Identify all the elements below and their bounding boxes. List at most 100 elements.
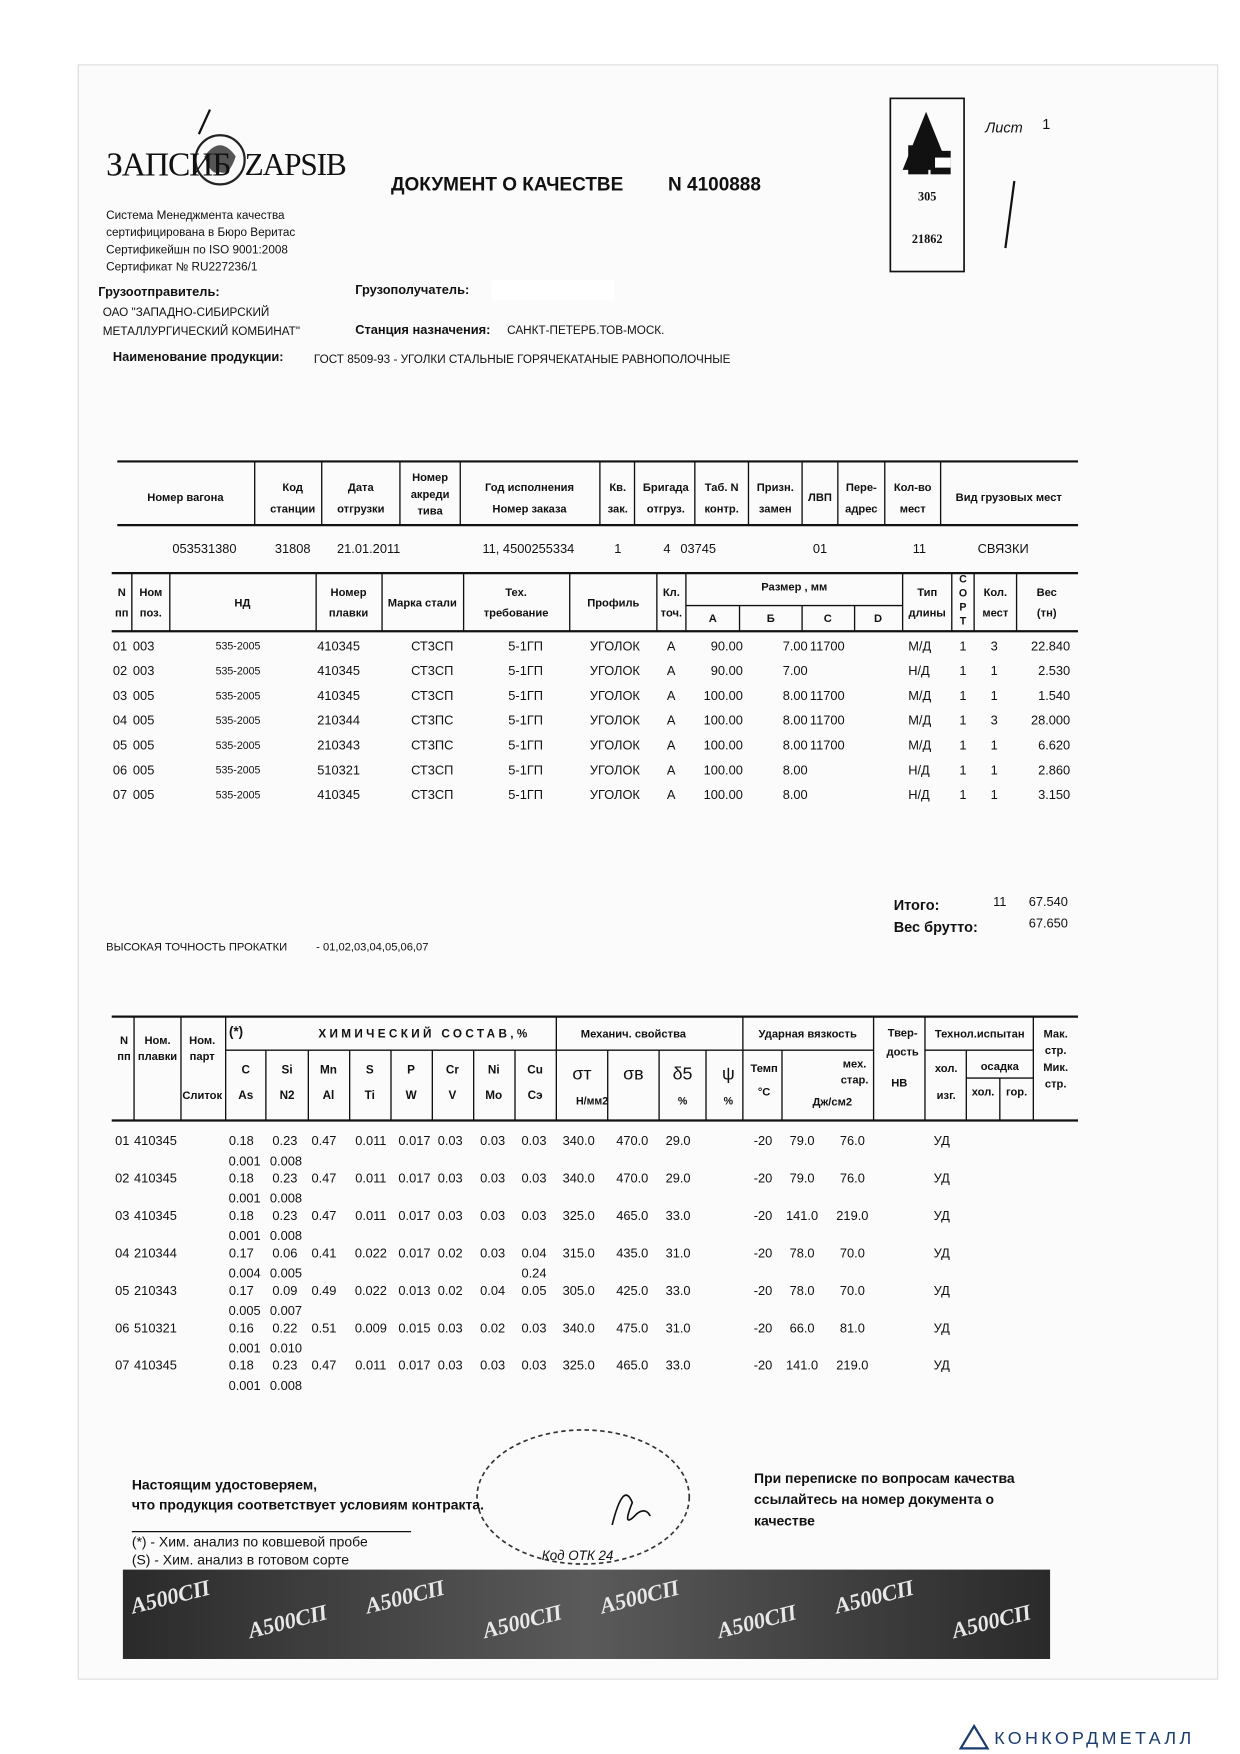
chem-cell: 29.0	[666, 1133, 691, 1148]
element-header: P	[407, 1063, 415, 1076]
product-cell: 005	[133, 688, 154, 703]
chem-cell: 340.0	[563, 1171, 595, 1186]
chem-cell: -20	[754, 1133, 773, 1148]
chem-cell: 02	[115, 1171, 129, 1186]
structure-header: стр.	[1045, 1079, 1067, 1091]
chem-cell: 219.0	[836, 1208, 868, 1223]
chem-cell: 475.0	[616, 1320, 648, 1335]
chem-cell: 0.47	[311, 1208, 336, 1223]
chem-cell: 0.03	[521, 1320, 546, 1335]
chem-cell: 0.007	[270, 1303, 302, 1318]
chem-cell: -20	[754, 1245, 773, 1260]
redaction	[491, 280, 615, 301]
chem-header: парт	[190, 1051, 216, 1063]
chem-cell: 0.017	[398, 1208, 430, 1223]
product-cell: 7.00	[783, 663, 808, 678]
wagon-cell: 053531380	[172, 541, 236, 556]
chem-cell: 0.03	[438, 1208, 463, 1223]
tech-header: хол.	[935, 1063, 958, 1075]
precision-label: ВЫСОКАЯ ТОЧНОСТЬ ПРОКАТКИ	[106, 941, 287, 953]
product-cell: 11700	[810, 737, 845, 752]
product-cell: А	[667, 713, 676, 728]
product-cell: 3.150	[1038, 787, 1070, 802]
chem-cell: 0.03	[438, 1133, 463, 1148]
chem-cell: УД	[934, 1171, 951, 1186]
chem-title: ХИМИЧЕСКИЙ СОСТАВ,%	[318, 1028, 530, 1041]
wagon-header: Год исполнения	[485, 482, 574, 494]
chem-cell: 70.0	[840, 1245, 865, 1260]
chem-cell: 0.005	[270, 1266, 302, 1281]
chem-cell: 0.03	[438, 1358, 463, 1373]
chem-cell: 0.022	[355, 1245, 387, 1260]
product-cell: Н/Д	[908, 762, 930, 777]
chem-cell: 0.017	[398, 1171, 430, 1186]
station-label: Станция назначения:	[355, 322, 490, 337]
chem-cell: 05	[115, 1283, 129, 1298]
element-header: W	[406, 1089, 418, 1102]
hardness-header: дость	[886, 1046, 918, 1058]
product-header: Кл.	[663, 587, 680, 599]
product-cell: 01	[113, 638, 127, 653]
certify-text: Настоящим удостоверяем,	[132, 1477, 317, 1493]
chem-cell: 0.05	[521, 1283, 546, 1298]
product-cell: СТ3СП	[411, 787, 453, 802]
product-cell: 7.00	[783, 638, 808, 653]
product-cell: 003	[133, 638, 154, 653]
chem-cell: 0.47	[311, 1133, 336, 1148]
signature	[611, 1494, 651, 1526]
element-header: V	[449, 1089, 457, 1102]
product-header: Марка стали	[388, 597, 457, 609]
wagon-cell: 03745	[680, 541, 716, 556]
chem-cell: 0.011	[355, 1208, 386, 1223]
mark-logo-m	[908, 145, 929, 175]
product-cell: 510321	[317, 762, 360, 777]
chem-cell: 510321	[134, 1320, 177, 1335]
chem-cell: 06	[115, 1320, 129, 1335]
structure-header: Мик.	[1043, 1062, 1068, 1074]
chem-header: плавки	[138, 1051, 177, 1063]
element-header: Si	[282, 1063, 293, 1076]
product-cell: 90.00	[711, 638, 743, 653]
chem-cell: 0.001	[229, 1228, 261, 1243]
structure-header: стр.	[1045, 1045, 1067, 1057]
product-cell: 6.620	[1038, 737, 1070, 752]
note-text: (*) - Хим. анализ по ковшевой пробе	[132, 1533, 368, 1549]
chem-cell: 315.0	[563, 1245, 595, 1260]
product-banner	[122, 1569, 1051, 1659]
chem-cell: 0.005	[229, 1303, 261, 1318]
chem-cell: 0.009	[355, 1320, 387, 1335]
chem-cell: 03	[115, 1208, 129, 1223]
product-cell: 100.00	[704, 713, 743, 728]
product-cell: 8.00	[783, 787, 808, 802]
chem-cell: 0.04	[480, 1283, 505, 1298]
wagon-cell: 4	[663, 541, 670, 556]
product-cell: 07	[113, 787, 127, 802]
chem-cell: 33.0	[666, 1358, 691, 1373]
product-cell: 1	[991, 787, 998, 802]
product-cell: 5-1ГП	[508, 663, 543, 678]
mech-header: σт	[572, 1063, 591, 1083]
chem-cell: 340.0	[563, 1320, 595, 1335]
wagon-header: ЛВП	[808, 492, 832, 504]
product-cell: УГОЛОК	[590, 638, 641, 653]
product-cell: Н/Д	[908, 663, 930, 678]
chem-cell: 0.03	[480, 1358, 505, 1373]
chem-cell: 0.18	[229, 1171, 254, 1186]
product-cell: СТ3СП	[411, 663, 453, 678]
chem-cell: 0.09	[272, 1283, 297, 1298]
chem-cell: 81.0	[840, 1320, 865, 1335]
correspondence-text: ссылайтесь на номер документа о	[754, 1491, 994, 1507]
wagon-header: тива	[417, 506, 443, 518]
mark-code: 305	[918, 190, 936, 204]
product-cell: 1.540	[1038, 688, 1070, 703]
wagon-header: Пере-	[846, 482, 877, 494]
wagon-cell: 21.01.2011	[337, 541, 400, 556]
mech-unit: %	[724, 1095, 734, 1107]
product-cell: 1	[959, 688, 966, 703]
chem-cell: 0.015	[398, 1320, 430, 1335]
element-header: Ti	[365, 1089, 375, 1102]
chem-cell: 465.0	[616, 1208, 648, 1223]
element-header: Ni	[488, 1063, 500, 1076]
product-cell: 8.00	[783, 688, 808, 703]
chem-cell: 210344	[134, 1245, 177, 1260]
